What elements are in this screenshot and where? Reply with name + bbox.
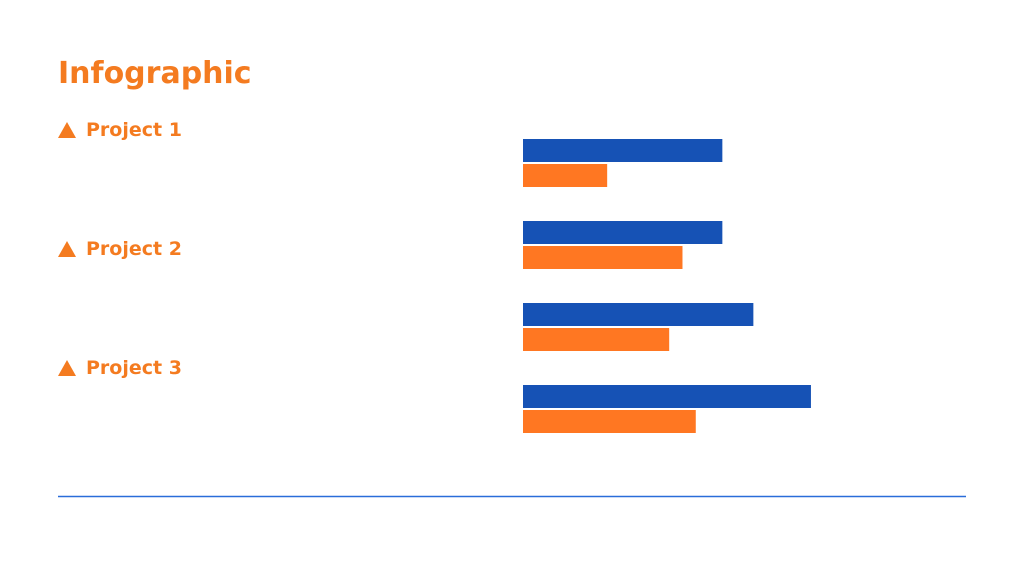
bar [523, 164, 608, 187]
bar [523, 385, 811, 408]
slide-title: Infographic [58, 56, 252, 91]
bar [523, 221, 723, 244]
triangle-icon [58, 122, 76, 138]
triangle-icon [58, 241, 76, 257]
triangle-icon [58, 360, 76, 376]
project-item: Project 3 [58, 355, 182, 381]
bar [523, 246, 683, 269]
bar [523, 410, 696, 433]
project-item: Project 1 [58, 117, 182, 143]
bar [523, 303, 754, 326]
bar [523, 328, 670, 351]
project-label: Project 2 [86, 238, 182, 260]
project-label: Project 1 [86, 119, 182, 141]
project-label: Project 3 [86, 357, 182, 379]
bar [523, 139, 723, 162]
project-item: Project 2 [58, 236, 182, 262]
